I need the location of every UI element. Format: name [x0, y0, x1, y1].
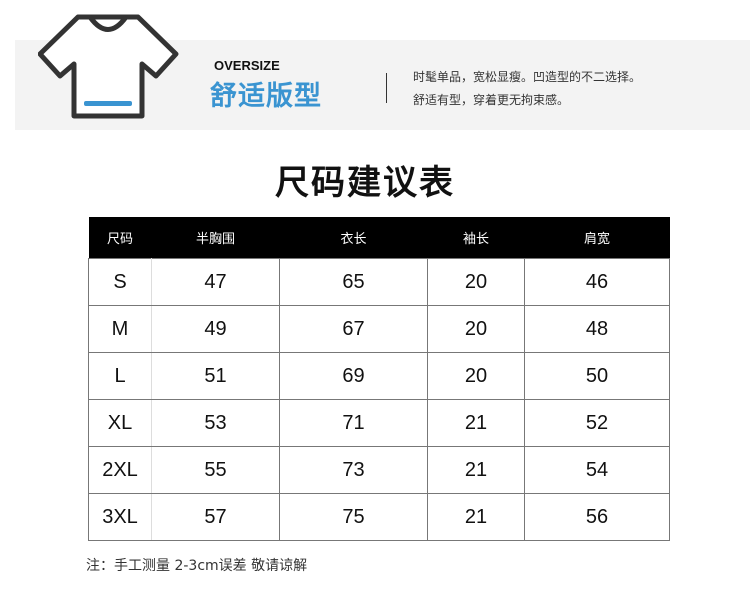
table-row: 3XL 57 75 21 56 — [88, 493, 670, 541]
measurement-cell: 20 — [427, 352, 525, 400]
measurement-cell: 73 — [279, 446, 428, 494]
size-cell: M — [88, 305, 152, 353]
oversize-label: OVERSIZE — [214, 58, 280, 73]
table-row: M 49 67 20 48 — [88, 305, 670, 353]
measurement-note: 注：手工测量 2-3cm误差 敬请谅解 — [86, 558, 308, 574]
column-header: 尺码 — [88, 217, 152, 259]
size-table: 尺码 半胸围 衣长 袖长 肩宽 S 47 65 20 46 M 49 67 20 48 L 51 69 20 50 X… — [88, 217, 670, 541]
measurement-cell: 65 — [279, 258, 428, 306]
measurement-cell: 54 — [524, 446, 670, 494]
description-line: 舒适有型，穿着更无拘束感。 — [413, 93, 570, 107]
table-row: L 51 69 20 50 — [88, 352, 670, 400]
measurement-cell: 55 — [151, 446, 280, 494]
page-title: 尺码建议表 — [275, 163, 455, 203]
size-cell: XL — [88, 399, 152, 447]
measurement-cell: 46 — [524, 258, 670, 306]
size-cell: 3XL — [88, 493, 152, 541]
size-cell: S — [88, 258, 152, 306]
table-row: S 47 65 20 46 — [88, 258, 670, 306]
measurement-cell: 53 — [151, 399, 280, 447]
description: 时髦单品，宽松显瘦。凹造型的不二选择。 舒适有型，穿着更无拘束感。 — [413, 66, 641, 112]
fit-title: 舒适版型 — [210, 81, 322, 112]
t-shirt-icon — [38, 14, 179, 119]
description-line: 时髦单品，宽松显瘦。凹造型的不二选择。 — [413, 70, 642, 84]
measurement-cell: 71 — [279, 399, 428, 447]
divider — [386, 73, 387, 103]
column-header: 肩宽 — [524, 217, 670, 259]
measurement-cell: 48 — [524, 305, 670, 353]
measurement-cell: 57 — [151, 493, 280, 541]
measurement-cell: 67 — [279, 305, 428, 353]
column-header: 半胸围 — [151, 217, 280, 259]
column-header: 衣长 — [279, 217, 428, 259]
table-row: 2XL 55 73 21 54 — [88, 446, 670, 494]
measurement-cell: 47 — [151, 258, 280, 306]
column-header: 袖长 — [427, 217, 525, 259]
measurement-cell: 21 — [427, 493, 525, 541]
measurement-cell: 21 — [427, 446, 525, 494]
measurement-cell: 75 — [279, 493, 428, 541]
table-row: XL 53 71 21 52 — [88, 399, 670, 447]
measurement-cell: 56 — [524, 493, 670, 541]
size-cell: 2XL — [88, 446, 152, 494]
measurement-cell: 21 — [427, 399, 525, 447]
measurement-cell: 52 — [524, 399, 670, 447]
measurement-cell: 69 — [279, 352, 428, 400]
measurement-cell: 49 — [151, 305, 280, 353]
measurement-cell: 20 — [427, 305, 525, 353]
measurement-cell: 20 — [427, 258, 525, 306]
measurement-cell: 51 — [151, 352, 280, 400]
measurement-cell: 50 — [524, 352, 670, 400]
size-cell: L — [88, 352, 152, 400]
